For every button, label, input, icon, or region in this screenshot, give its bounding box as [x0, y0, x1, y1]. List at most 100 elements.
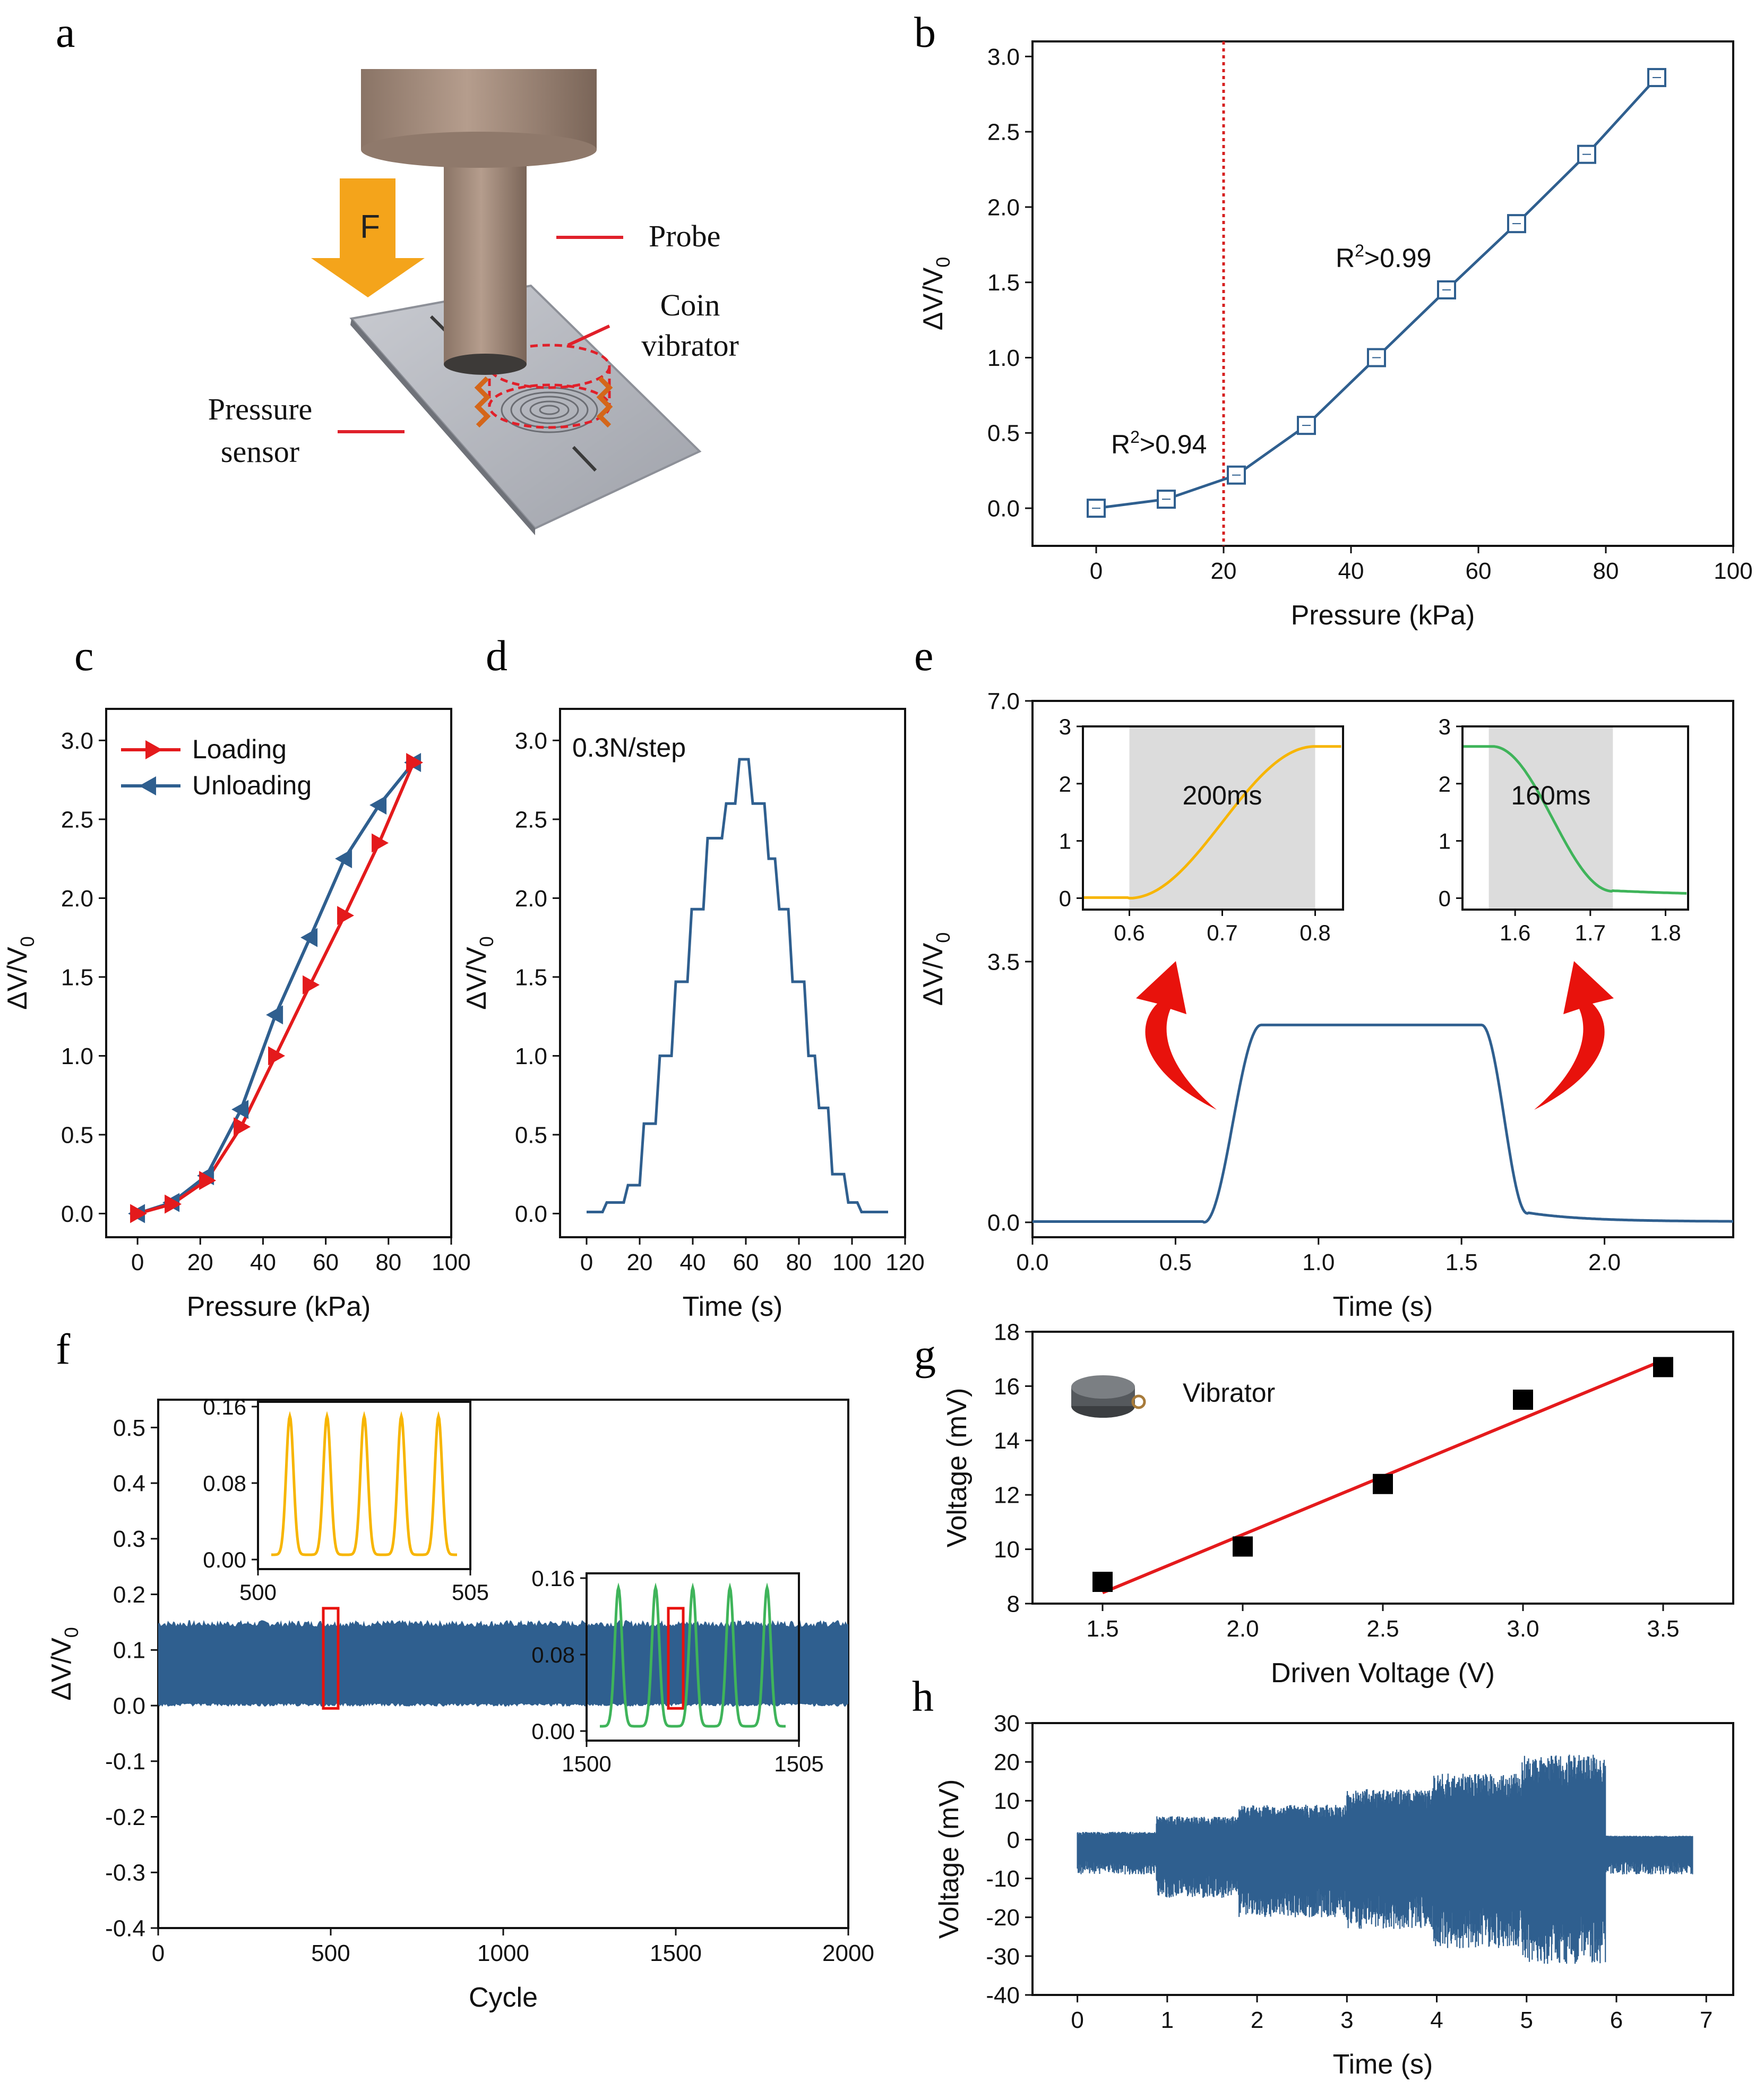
inset-x-tick-label: 1.8 — [1650, 920, 1681, 945]
inset-x-tick-label: 1.6 — [1500, 920, 1530, 945]
x-axis-title: Pressure (kPa) — [1291, 600, 1475, 631]
x-tick-label: 40 — [680, 1249, 706, 1275]
vibration-zigzag-left — [474, 376, 491, 428]
panel-letter-f: f — [56, 1325, 71, 1373]
r2-high-annotation: R2>0.99 — [1336, 241, 1431, 273]
x-tick-label: 100 — [832, 1249, 871, 1275]
y-axis-title-subscript: 0 — [476, 936, 497, 947]
x-tick-label: 60 — [1466, 558, 1492, 584]
inset-y-tick-label: 2 — [1439, 772, 1451, 796]
y-tick-label: 0.1 — [113, 1638, 145, 1664]
y-tick-label: 3.0 — [515, 728, 547, 754]
x-tick-label: 40 — [1338, 558, 1364, 584]
y-axis-title-main: Voltage (mV) — [942, 1388, 973, 1548]
y-axis-title-main: ΔV/V — [918, 267, 949, 330]
plot-frame — [1031, 1722, 1734, 1996]
step-annotation: 0.3N/step — [572, 733, 686, 763]
x-tick-label: 5 — [1520, 2007, 1533, 2033]
inset-x-tick-label: 0.7 — [1207, 920, 1237, 945]
y-tick-label: -0.1 — [105, 1749, 145, 1775]
x-axis-title: Driven Voltage (V) — [1271, 1658, 1495, 1689]
panel-letter-a: a — [56, 8, 75, 56]
panel-letter-g: g — [914, 1330, 936, 1378]
panel-letter-b: b — [914, 8, 936, 56]
x-tick-label: 20 — [187, 1249, 213, 1275]
x-tick-label: 20 — [627, 1249, 653, 1275]
inset-cycle-curve — [600, 1582, 786, 1728]
loading-marker — [337, 906, 355, 926]
x-tick-label: 40 — [250, 1249, 276, 1275]
panel-letter-d: d — [486, 631, 507, 680]
force-label: F — [360, 209, 380, 245]
y-tick-label: 3.0 — [987, 44, 1020, 70]
y-tick-label: 14 — [994, 1428, 1020, 1454]
legend-unloading-marker — [139, 776, 156, 795]
x-tick-label: 100 — [432, 1249, 470, 1275]
y-tick-label: 0.0 — [61, 1201, 93, 1227]
probe-head-base — [361, 132, 597, 168]
inset-2: 0.00 0.08 0.16 1500 1505 — [531, 1566, 823, 1776]
response-curve — [1032, 1023, 1733, 1224]
y-axis-title-subscript: 0 — [16, 936, 38, 947]
y-tick-label: 2.0 — [987, 194, 1020, 220]
loading-line — [137, 761, 415, 1215]
y-tick-label: 8 — [1007, 1591, 1020, 1617]
data-point — [1233, 1536, 1253, 1557]
x-tick-label: 80 — [786, 1249, 812, 1275]
loading-marker — [372, 833, 389, 853]
x-tick-label: 1.5 — [1445, 1249, 1478, 1275]
y-axis-title: ΔV/V0 — [918, 932, 954, 1006]
inset-curve — [1083, 745, 1341, 900]
inset-1: 0.6 0.7 0.8 0 1 2 3 200ms — [1059, 714, 1344, 945]
coin-label-line2: vibrator — [641, 328, 739, 363]
loading-marker — [406, 752, 424, 772]
x-tick-label: 1500 — [650, 1940, 702, 1966]
y-tick-label: 0.0 — [113, 1693, 145, 1719]
data-point — [1373, 1474, 1393, 1494]
r2-low-annotation: R2>0.94 — [1111, 427, 1207, 459]
x-axis-title: Time (s) — [1333, 2049, 1433, 2080]
x-tick-label: 2.5 — [1366, 1616, 1399, 1642]
y-tick-label: 0.2 — [113, 1582, 145, 1608]
y-tick-label: 0.5 — [987, 421, 1020, 447]
y-tick-label: 30 — [994, 1710, 1020, 1736]
panel-letter-c: c — [74, 631, 93, 680]
y-tick-label: -30 — [986, 1943, 1020, 1969]
inset-y-tick-label: 3 — [1059, 714, 1071, 739]
coin-label-line1: Coin — [660, 288, 720, 322]
r2-high-base: R — [1336, 243, 1355, 273]
panel-letter-h: h — [912, 1672, 934, 1720]
force-arrow — [311, 178, 425, 297]
data-point — [1513, 1390, 1533, 1410]
x-axis-title: Time (s) — [683, 1291, 783, 1322]
x-axis-title: Pressure (kPa) — [187, 1291, 371, 1322]
y-tick-label: 1.0 — [515, 1043, 547, 1069]
plot-frame — [1031, 1331, 1734, 1605]
unloading-line — [137, 761, 415, 1215]
data-point — [1092, 1572, 1113, 1592]
x-tick-label: 60 — [313, 1249, 339, 1275]
sensor-plate-edge — [350, 319, 535, 535]
inset-x-tick-label: 1500 — [562, 1751, 611, 1776]
x-tick-label: 1.5 — [1086, 1616, 1118, 1642]
plot-frame — [1031, 700, 1734, 1238]
x-tick-label: 1 — [1161, 2007, 1174, 2033]
x-tick-label: 2.0 — [1588, 1249, 1621, 1275]
y-tick-label: -10 — [986, 1866, 1020, 1892]
probe-shaft — [444, 154, 527, 364]
inset-duration-label: 160ms — [1511, 781, 1590, 810]
x-tick-label: 20 — [1211, 558, 1237, 584]
inset-y-tick-label: 0.00 — [531, 1719, 575, 1744]
loading-marker — [199, 1171, 217, 1190]
probe-tip — [444, 354, 527, 375]
y-tick-label: 0.3 — [113, 1526, 145, 1552]
r2-low-value: >0.94 — [1140, 430, 1207, 459]
y-tick-label: 2.5 — [987, 119, 1020, 145]
x-tick-label: 3 — [1340, 2007, 1353, 2033]
sensor-spiral — [501, 387, 598, 433]
loading-marker — [130, 1204, 148, 1223]
panel-a-illustration: F Probe Coin vibrator Pressure sensor — [208, 69, 739, 535]
loading-marker — [303, 975, 320, 995]
